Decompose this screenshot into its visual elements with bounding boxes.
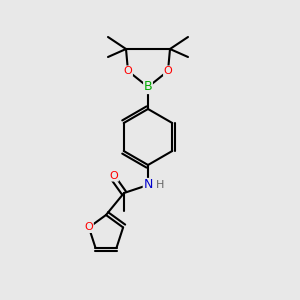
Text: N: N [143, 178, 153, 191]
Text: O: O [124, 66, 132, 76]
Text: H: H [156, 180, 164, 190]
Text: O: O [164, 66, 172, 76]
Text: O: O [110, 171, 118, 181]
Text: B: B [144, 80, 152, 94]
Text: O: O [85, 222, 93, 233]
